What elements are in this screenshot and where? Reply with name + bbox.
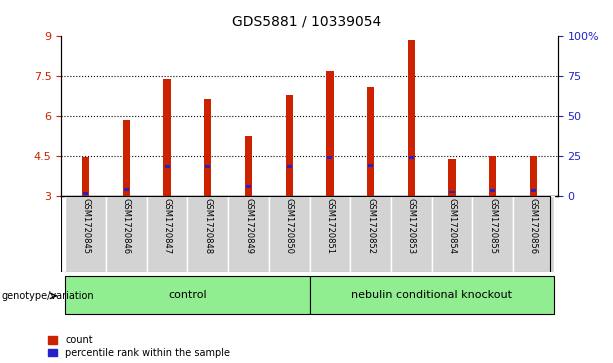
Text: GSM1720847: GSM1720847	[162, 198, 172, 254]
Text: GSM1720853: GSM1720853	[407, 198, 416, 254]
Bar	[66, 276, 310, 314]
Text: GDS5881 / 10339054: GDS5881 / 10339054	[232, 15, 381, 29]
Bar	[106, 196, 147, 272]
Bar	[66, 196, 106, 272]
Text: GSM1720851: GSM1720851	[326, 198, 335, 254]
Bar	[228, 196, 269, 272]
Bar	[432, 196, 473, 272]
Bar	[490, 189, 495, 192]
Text: GSM1720850: GSM1720850	[284, 198, 294, 254]
Text: GSM1720846: GSM1720846	[122, 198, 131, 254]
Bar	[326, 71, 333, 196]
Bar	[367, 87, 375, 196]
Bar	[205, 166, 210, 168]
Legend: count, percentile rank within the sample: count, percentile rank within the sample	[48, 335, 230, 358]
Bar	[473, 196, 513, 272]
Text: GSM1720848: GSM1720848	[204, 198, 212, 254]
Bar	[350, 196, 391, 272]
Bar	[204, 99, 211, 196]
Text: control: control	[168, 290, 207, 300]
Text: nebulin conditional knockout: nebulin conditional knockout	[351, 290, 512, 300]
Bar	[327, 156, 332, 159]
Bar	[164, 79, 171, 196]
Bar	[245, 136, 252, 196]
Bar	[530, 156, 537, 196]
Bar	[310, 196, 350, 272]
Bar	[164, 166, 170, 168]
Bar	[287, 166, 292, 168]
Bar	[409, 156, 414, 159]
Text: GSM1720855: GSM1720855	[488, 198, 497, 254]
Bar	[449, 191, 455, 193]
Bar	[286, 95, 293, 196]
Text: GSM1720854: GSM1720854	[447, 198, 457, 254]
Bar	[188, 196, 228, 272]
Text: GSM1720856: GSM1720856	[529, 198, 538, 254]
Bar	[408, 40, 415, 196]
Text: GSM1720845: GSM1720845	[81, 198, 90, 254]
Bar	[310, 276, 554, 314]
Bar	[448, 159, 455, 196]
Bar	[489, 156, 497, 196]
Text: GSM1720852: GSM1720852	[366, 198, 375, 254]
Bar	[82, 158, 89, 196]
Bar	[513, 196, 554, 272]
Text: genotype/variation: genotype/variation	[1, 291, 94, 301]
Bar	[269, 196, 310, 272]
Bar	[531, 189, 536, 192]
Bar	[83, 192, 88, 195]
Bar	[123, 120, 130, 196]
Bar	[124, 188, 129, 191]
Text: GSM1720849: GSM1720849	[244, 198, 253, 254]
Bar	[246, 185, 251, 188]
Bar	[391, 196, 432, 272]
Bar	[368, 164, 373, 167]
Bar	[147, 196, 188, 272]
